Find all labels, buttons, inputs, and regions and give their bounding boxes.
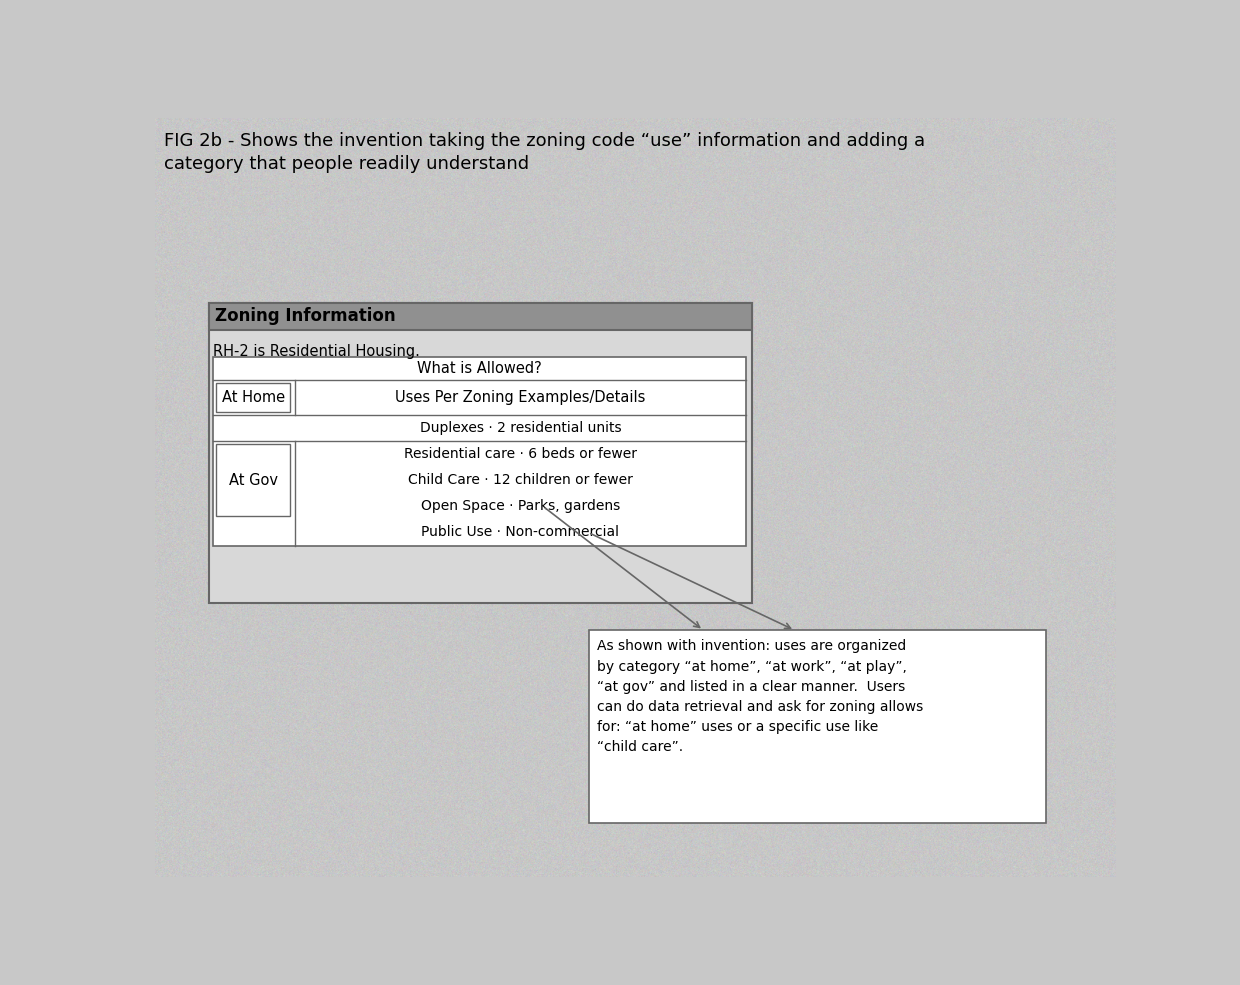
Text: RH-2 is Residential Housing.: RH-2 is Residential Housing. [213, 344, 420, 359]
Bar [210, 303, 751, 603]
Text: Zoning Information: Zoning Information [216, 307, 396, 325]
Text: As shown with invention: uses are organized
by category “at home”, “at work”, “a: As shown with invention: uses are organi… [596, 639, 923, 754]
Text: Open Space · Parks, gardens: Open Space · Parks, gardens [420, 499, 620, 513]
Text: category that people readily understand: category that people readily understand [164, 156, 529, 173]
Text: At Gov: At Gov [229, 473, 278, 488]
Bar [216, 383, 290, 412]
Bar [210, 303, 751, 330]
Text: Duplexes · 2 residential units: Duplexes · 2 residential units [419, 421, 621, 434]
Text: At Home: At Home [222, 390, 285, 405]
Text: Child Care · 12 children or fewer: Child Care · 12 children or fewer [408, 473, 632, 488]
Text: Residential care · 6 beds or fewer: Residential care · 6 beds or fewer [404, 447, 637, 461]
Bar [589, 630, 1047, 822]
Text: Public Use · Non-commercial: Public Use · Non-commercial [422, 525, 620, 540]
Bar [213, 357, 746, 546]
Text: What is Allowed?: What is Allowed? [418, 361, 542, 376]
Text: Uses Per Zoning Examples/Details: Uses Per Zoning Examples/Details [396, 390, 646, 405]
Bar [216, 444, 290, 516]
Text: FIG 2b - Shows the invention taking the zoning code “use” information and adding: FIG 2b - Shows the invention taking the … [164, 132, 925, 150]
